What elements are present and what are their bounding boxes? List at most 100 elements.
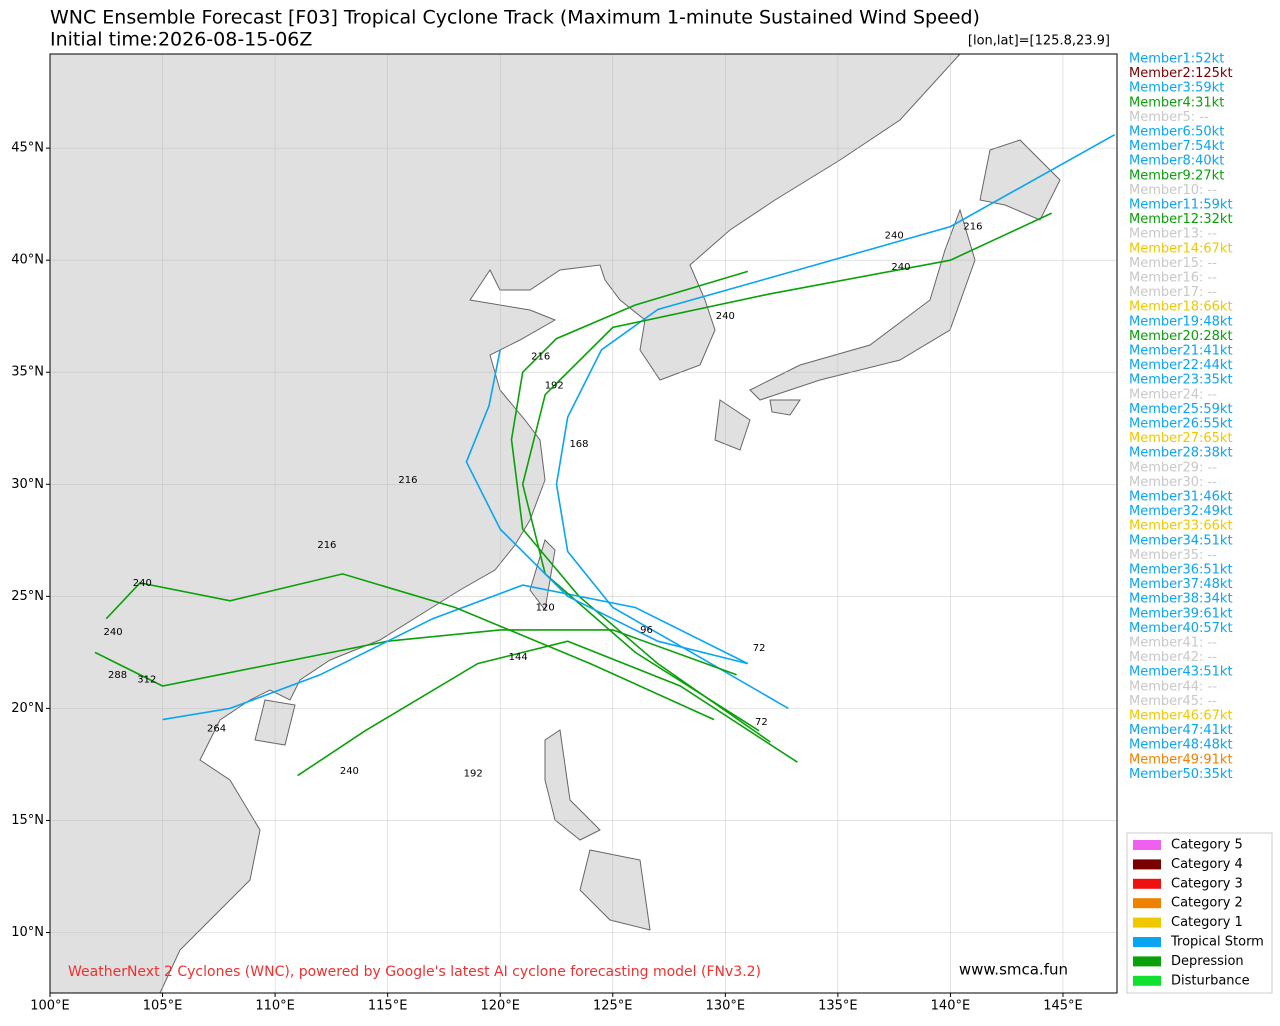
hour-label: 72: [753, 643, 766, 654]
website: www.smca.fun: [959, 961, 1068, 979]
y-tick-label: 30°N: [11, 477, 44, 492]
y-tick-label: 20°N: [11, 701, 44, 716]
y-tick-label: 15°N: [11, 813, 44, 828]
cyclone-track: [105, 573, 715, 721]
member-entry: Member17: --: [1129, 285, 1217, 300]
x-tick-label: 110°E: [255, 999, 295, 1014]
hour-label: 216: [317, 540, 336, 551]
legend-swatch: [1133, 840, 1161, 850]
hour-label: 264: [207, 724, 226, 735]
member-entry: Member29: --: [1129, 460, 1217, 475]
member-entry: Member11:59kt: [1129, 198, 1233, 213]
cyclone-track: [555, 134, 1116, 710]
member-entry: Member23:35kt: [1129, 373, 1233, 388]
hour-label: 96: [640, 625, 653, 636]
legend-swatch: [1133, 898, 1161, 909]
member-entry: Member39:61kt: [1129, 606, 1233, 621]
credit: WeatherNext 2 Cyclones (WNC), powered by…: [68, 964, 761, 980]
member-entry: Member18:66kt: [1129, 300, 1233, 315]
member-entry: Member16: --: [1129, 271, 1217, 286]
member-entry: Member36:51kt: [1129, 563, 1233, 578]
land: [50, 54, 1061, 993]
member-entry: Member42: --: [1129, 650, 1217, 665]
member-entry: Member25:59kt: [1129, 402, 1233, 417]
subtitle: Initial time:2026-08-15-06Z: [50, 29, 312, 51]
y-tick-label: 35°N: [11, 365, 44, 380]
x-tick-label: 100°E: [30, 999, 70, 1014]
member-entry: Member31:46kt: [1129, 490, 1233, 505]
member-entry: Member43:51kt: [1129, 665, 1233, 680]
x-tick-label: 120°E: [480, 999, 520, 1014]
member-entry: Member24: --: [1129, 387, 1217, 402]
member-entry: Member33:66kt: [1129, 519, 1233, 534]
hour-label: 288: [108, 670, 127, 681]
hour-label: 192: [545, 381, 564, 392]
member-entry: Member37:48kt: [1129, 577, 1233, 592]
hour-label: 144: [509, 652, 528, 663]
x-tick-label: 140°E: [931, 999, 971, 1014]
hour-label: 240: [133, 578, 152, 589]
hour-label: 312: [137, 674, 156, 685]
member-entry: Member32:49kt: [1129, 504, 1233, 519]
member-entry: Member41: --: [1129, 636, 1217, 651]
member-entry: Member10: --: [1129, 183, 1217, 198]
member-entry: Member4:31kt: [1129, 95, 1224, 110]
x-tick-label: 145°E: [1043, 999, 1083, 1014]
cyclone-track: [510, 270, 771, 743]
hour-label: 240: [891, 262, 910, 273]
map-frame: [49, 53, 1118, 994]
member-entry: Member5: --: [1129, 110, 1209, 125]
member-entry: Member15: --: [1129, 256, 1217, 271]
x-tick-label: 135°E: [818, 999, 858, 1014]
member-entry: Member27:65kt: [1129, 431, 1233, 446]
member-entry: Member21:41kt: [1129, 344, 1233, 359]
legend-label: Category 4: [1171, 857, 1243, 872]
legend-swatch: [1133, 956, 1161, 967]
y-tick-label: 10°N: [11, 925, 44, 940]
legend-swatch: [1133, 859, 1161, 870]
y-tick-label: 45°N: [11, 141, 44, 156]
hour-label: 240: [716, 311, 735, 322]
member-entry: Member20:28kt: [1129, 329, 1233, 344]
legend-label: Category 2: [1171, 896, 1243, 911]
member-entry: Member3:59kt: [1129, 81, 1224, 96]
cyclone-track: [465, 349, 748, 665]
member-entry: Member44: --: [1129, 679, 1217, 694]
member-entry: Member49:91kt: [1129, 752, 1233, 767]
hour-label: 216: [398, 475, 417, 486]
x-tick-label: 115°E: [368, 999, 408, 1014]
member-entry: Member6:50kt: [1129, 125, 1224, 140]
legend-swatch: [1133, 975, 1161, 986]
member-entry: Member19:48kt: [1129, 314, 1233, 329]
member-entry: Member7:54kt: [1129, 139, 1224, 154]
title: WNC Ensemble Forecast [F03] Tropical Cyc…: [50, 7, 980, 29]
member-entry: Member22:44kt: [1129, 358, 1233, 373]
legend-label: Category 5: [1171, 838, 1243, 853]
member-entry: Member47:41kt: [1129, 723, 1233, 738]
cyclone-track: [297, 640, 798, 777]
hour-label: 120: [536, 603, 555, 614]
y-tick-label: 40°N: [11, 253, 44, 268]
member-entry: Member48:48kt: [1129, 738, 1233, 753]
legend-label: Tropical Storm: [1170, 935, 1264, 950]
hour-label: 240: [340, 766, 359, 777]
hour-label: 72: [755, 717, 768, 728]
member-entry: Member30: --: [1129, 475, 1217, 490]
member-entry: Member46:67kt: [1129, 709, 1233, 724]
member-entry: Member13: --: [1129, 227, 1217, 242]
member-entry: Member34:51kt: [1129, 533, 1233, 548]
legend-swatch: [1133, 878, 1161, 889]
legend-swatch: [1133, 917, 1161, 928]
member-entry: Member2:125kt: [1129, 66, 1233, 81]
member-entry: Member14:67kt: [1129, 241, 1233, 256]
x-tick-label: 105°E: [143, 999, 183, 1014]
legend-label: Category 3: [1171, 876, 1243, 891]
member-entry: Member9:27kt: [1129, 168, 1224, 183]
member-entry: Member35: --: [1129, 548, 1217, 563]
cyclone-track: [521, 212, 1053, 732]
legend-label: Depression: [1171, 954, 1244, 969]
member-entry: Member26:55kt: [1129, 417, 1233, 432]
hour-label: 240: [103, 627, 122, 638]
position-note: [lon,lat]=[125.8,23.9]: [968, 34, 1110, 49]
